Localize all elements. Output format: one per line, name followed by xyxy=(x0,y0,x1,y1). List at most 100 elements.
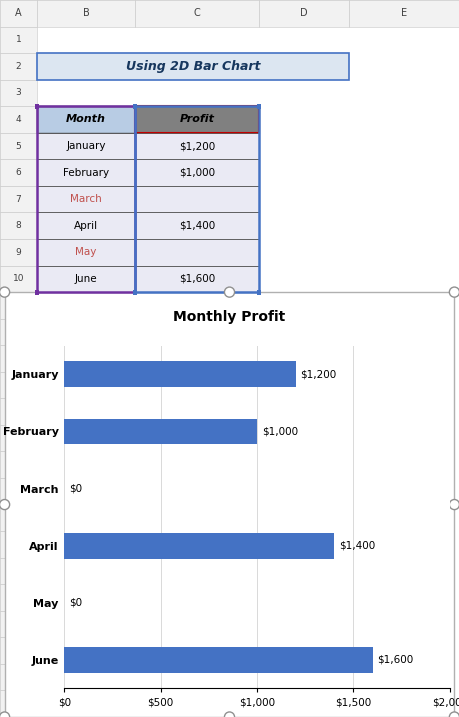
Bar xyxy=(349,505,459,531)
Bar xyxy=(0,159,37,186)
Bar xyxy=(37,265,135,292)
Text: 10: 10 xyxy=(12,275,24,283)
Bar xyxy=(0,265,37,292)
Text: $1,400: $1,400 xyxy=(179,221,215,231)
Bar xyxy=(135,611,259,637)
Text: February: February xyxy=(63,168,109,178)
Bar xyxy=(135,133,259,159)
Text: January: January xyxy=(66,141,106,151)
Bar xyxy=(349,292,459,318)
Text: D: D xyxy=(300,9,308,18)
Bar xyxy=(349,531,459,558)
Bar xyxy=(0,53,37,80)
Bar xyxy=(37,664,135,690)
Text: 16: 16 xyxy=(12,434,24,442)
Bar xyxy=(135,133,259,159)
Bar xyxy=(64,647,373,673)
Bar xyxy=(259,80,349,106)
Bar xyxy=(0,212,37,239)
Bar xyxy=(135,159,259,186)
Bar xyxy=(0,531,37,558)
Bar xyxy=(349,690,459,717)
Bar xyxy=(135,80,259,106)
Text: 4: 4 xyxy=(16,115,21,124)
Bar xyxy=(37,106,135,133)
Bar xyxy=(259,690,349,717)
Bar xyxy=(135,106,259,133)
Bar xyxy=(257,104,262,109)
Bar xyxy=(349,212,459,239)
Bar xyxy=(35,290,39,295)
Bar xyxy=(37,558,135,584)
Bar xyxy=(349,0,459,27)
Text: C: C xyxy=(194,9,201,18)
Text: A: A xyxy=(15,9,22,18)
Bar xyxy=(349,452,459,478)
Bar xyxy=(259,239,349,265)
Bar xyxy=(37,159,135,186)
Bar xyxy=(37,186,135,212)
Text: 18: 18 xyxy=(12,487,24,495)
Bar xyxy=(259,637,349,664)
Text: April: April xyxy=(74,221,98,231)
Bar xyxy=(37,425,135,452)
Text: $1,000: $1,000 xyxy=(262,427,298,437)
Bar xyxy=(259,212,349,239)
Bar xyxy=(0,425,37,452)
Bar xyxy=(133,104,138,109)
Bar xyxy=(259,0,349,27)
Text: 15: 15 xyxy=(12,407,24,416)
Text: 5: 5 xyxy=(16,141,21,151)
Bar xyxy=(0,239,37,265)
Text: 22: 22 xyxy=(13,593,24,602)
Ellipse shape xyxy=(449,500,459,510)
Text: June: June xyxy=(75,274,97,284)
Text: 25: 25 xyxy=(13,673,24,682)
Bar xyxy=(259,27,349,53)
Bar xyxy=(349,345,459,372)
Text: $1,600: $1,600 xyxy=(377,655,414,665)
Bar xyxy=(135,53,259,80)
Text: 24: 24 xyxy=(13,646,24,655)
Bar xyxy=(64,419,257,445)
Bar xyxy=(349,558,459,584)
Bar xyxy=(349,611,459,637)
Bar xyxy=(259,664,349,690)
Bar xyxy=(135,212,259,239)
Bar xyxy=(37,133,135,159)
Text: Monthly Profit: Monthly Profit xyxy=(174,310,285,324)
Ellipse shape xyxy=(0,500,10,510)
Bar xyxy=(37,690,135,717)
Bar xyxy=(0,637,37,664)
Bar xyxy=(37,212,135,239)
Bar xyxy=(259,611,349,637)
Bar xyxy=(37,27,135,53)
Text: 12: 12 xyxy=(13,328,24,336)
Text: March: March xyxy=(70,194,102,204)
Bar xyxy=(259,53,349,80)
Bar xyxy=(135,478,259,505)
Bar xyxy=(135,425,259,452)
Bar xyxy=(259,452,349,478)
Bar xyxy=(0,0,37,27)
Bar xyxy=(259,345,349,372)
Bar xyxy=(259,372,349,399)
Bar xyxy=(0,372,37,399)
Bar xyxy=(135,186,259,212)
Bar xyxy=(349,27,459,53)
Bar xyxy=(259,292,349,318)
Bar xyxy=(0,80,37,106)
Bar xyxy=(259,399,349,425)
Bar xyxy=(135,27,259,53)
Bar xyxy=(349,239,459,265)
Bar xyxy=(349,664,459,690)
Bar xyxy=(349,133,459,159)
Text: $1,200: $1,200 xyxy=(179,141,215,151)
Bar xyxy=(0,452,37,478)
Bar xyxy=(133,104,138,109)
Bar xyxy=(135,292,259,318)
Bar xyxy=(259,531,349,558)
Bar xyxy=(0,186,37,212)
Text: 6: 6 xyxy=(16,168,21,177)
Bar xyxy=(349,584,459,611)
